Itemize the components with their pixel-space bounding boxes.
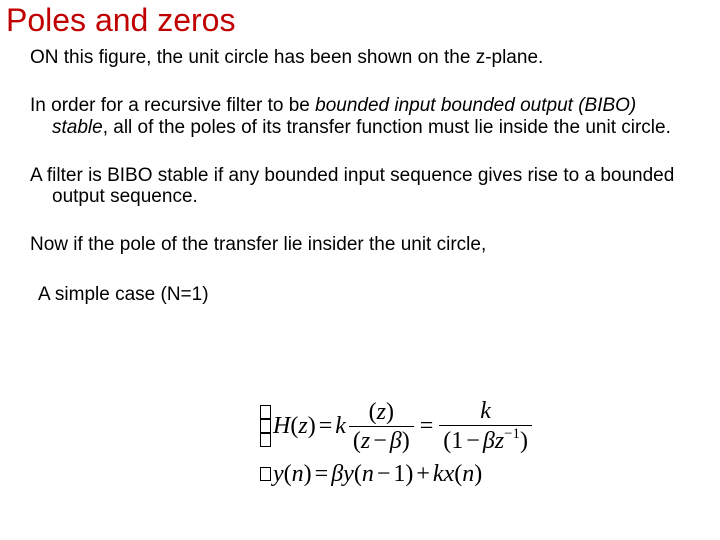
placeholder-box-icon: [260, 433, 271, 447]
equals-sign: =: [420, 413, 434, 440]
equation-1-row: H(z) = k (z) (z−β) = k (1−βz−1): [260, 398, 700, 455]
eq1-frac2-num: k: [476, 398, 495, 424]
equation-2-row: y(n) = βy(n−1)+kx(n): [260, 461, 700, 488]
equation-2: y(n) = βy(n−1)+kx(n): [273, 461, 482, 488]
placeholder-box-icon: [260, 419, 271, 433]
eq1-k: k: [335, 413, 346, 440]
fraction-bar: [349, 426, 414, 427]
placeholder-box-icon: [260, 405, 271, 419]
slide: Poles and zeros ON this figure, the unit…: [0, 2, 720, 540]
eq1-frac1: (z) (z−β): [349, 399, 414, 455]
paragraph-2: In order for a recursive filter to be bo…: [30, 95, 690, 139]
equals-sign: =: [319, 413, 333, 440]
slide-title: Poles and zeros: [6, 2, 720, 39]
simple-case-label: A simple case (N=1): [38, 284, 209, 306]
paragraph-4: Now if the pole of the transfer lie insi…: [30, 234, 690, 256]
equation-area: H(z) = k (z) (z−β) = k (1−βz−1) y: [260, 398, 700, 494]
slide-body: ON this figure, the unit circle has been…: [30, 47, 690, 306]
eq1-frac1-num: (z): [365, 399, 398, 425]
placeholder-box-icon: [260, 467, 271, 481]
eq1-frac1-den: (z−β): [349, 428, 414, 454]
paragraph-1: ON this figure, the unit circle has been…: [30, 47, 690, 69]
eq1-lhs: H(z): [273, 413, 316, 440]
p2-part-a: In order for a recursive filter to be: [30, 95, 315, 116]
eq1-frac2-den: (1−βz−1): [439, 427, 532, 454]
p2-part-c: , all of the poles of its transfer funct…: [103, 117, 671, 138]
placeholder-glyph-col-1: [260, 405, 271, 447]
equation-1: H(z) = k (z) (z−β) = k (1−βz−1): [273, 398, 535, 455]
paragraph-3: A filter is BIBO stable if any bounded i…: [30, 165, 690, 209]
eq1-frac2: k (1−βz−1): [439, 398, 532, 455]
